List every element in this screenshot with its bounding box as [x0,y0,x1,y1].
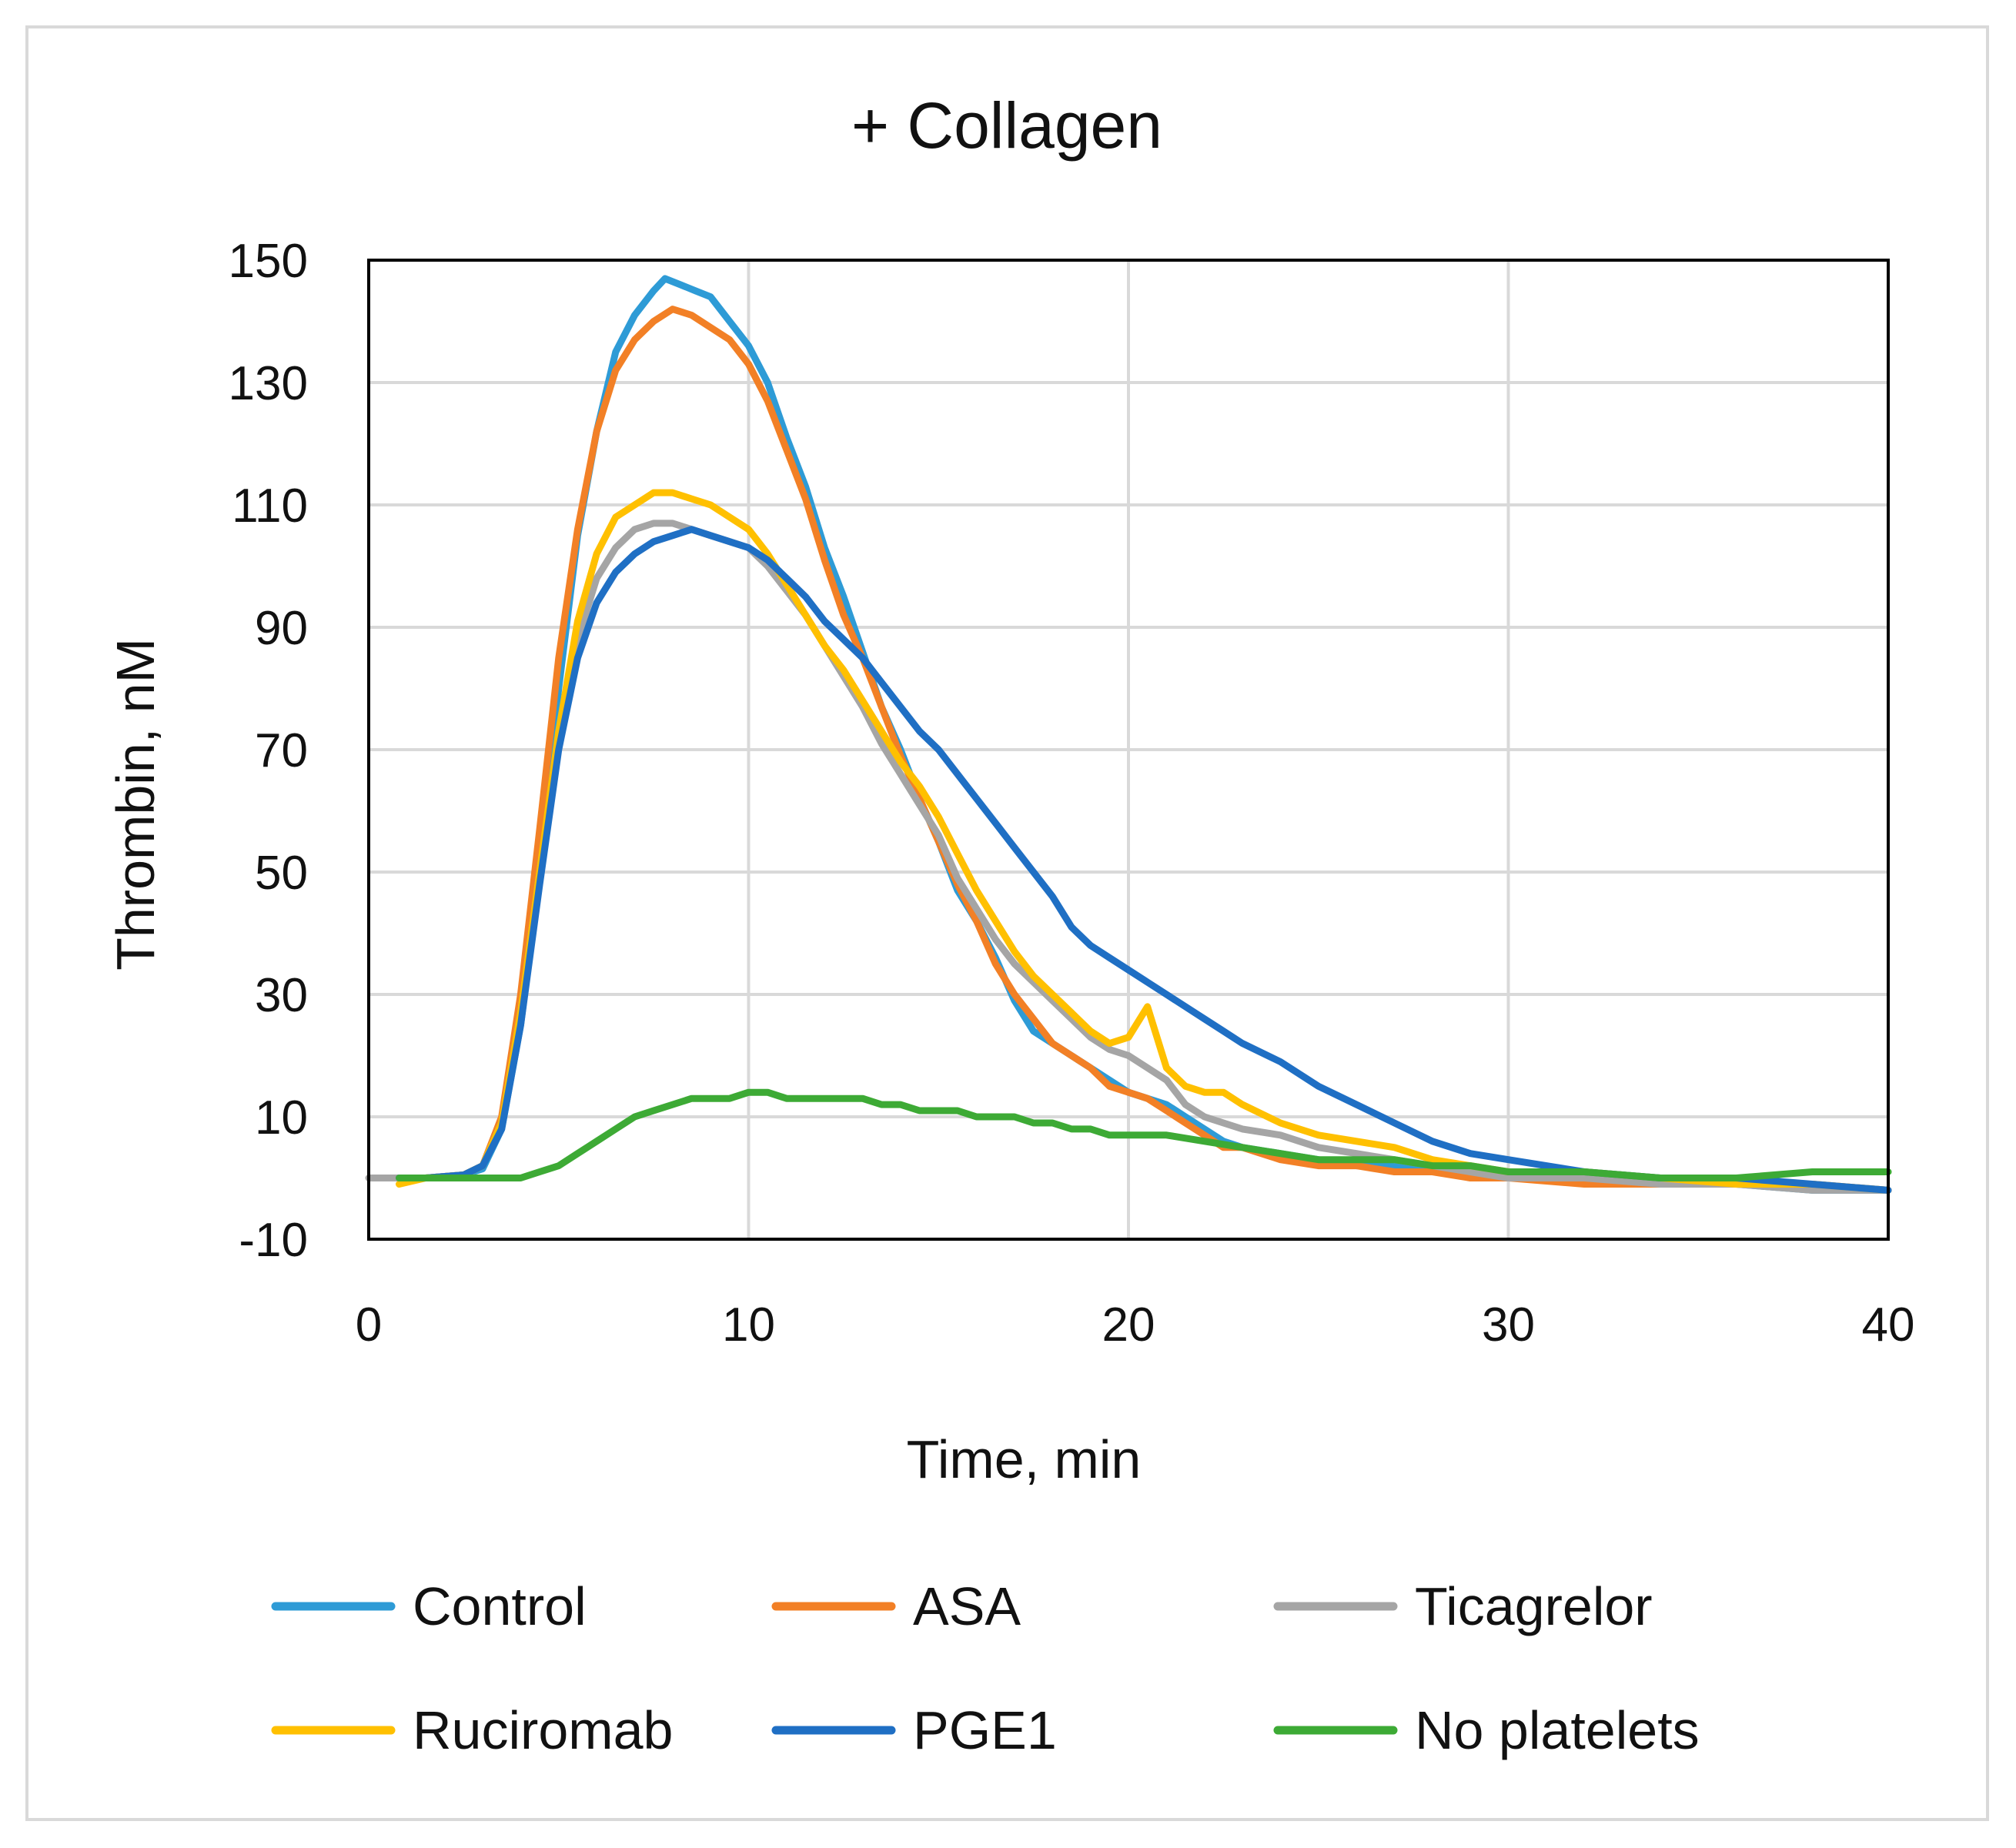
y-tick-label-6: 110 [232,480,308,533]
series-line-control [396,275,1892,1194]
y-tick-label-8: 150 [229,235,308,288]
y-tick-label-1: 10 [255,1091,308,1145]
legend: Control ASA Ticagrelor Ruciromab PGE1 No plat… [271,1576,1700,1760]
series-line-ruciromab [396,489,1892,1194]
plot-border [367,259,1890,1241]
x-tick-labels: 0 10 20 30 40 [356,1298,1915,1352]
legend-label-pge1: PGE1 [913,1700,1057,1760]
y-tick-label-5: 90 [255,602,308,655]
x-tick-label-1: 10 [722,1298,775,1352]
legend-label-no-platelets: No platelets [1415,1700,1700,1760]
x-tick-label-0: 0 [356,1298,382,1352]
legend-label-ruciromab: Ruciromab [413,1700,673,1760]
x-tick-label-2: 20 [1102,1298,1155,1352]
chart-frame [25,25,1989,1821]
y-tick-label-3: 50 [255,847,308,900]
y-tick-label-0: -10 [239,1214,308,1267]
series-line-ticagrelor [365,520,1892,1194]
y-tick-label-7: 130 [229,357,308,410]
chart-title: + Collagen [851,89,1162,162]
legend-label-ticagrelor: Ticagrelor [1415,1576,1653,1636]
legend-label-asa: ASA [913,1576,1021,1636]
x-axis-label: Time, min [907,1429,1142,1489]
series-line-pge1 [396,526,1892,1194]
y-tick-labels: -10 10 30 50 70 90 110 130 150 [229,235,308,1267]
y-tick-label-2: 30 [255,969,308,1022]
y-tick-label-4: 70 [255,724,308,777]
series-layer [365,275,1892,1194]
legend-label-control: Control [413,1576,587,1636]
x-tick-label-3: 30 [1482,1298,1535,1352]
series-line-no-platelets [396,1088,1892,1181]
x-tick-label-4: 40 [1862,1298,1915,1352]
y-axis-label: Thrombin, nM [105,638,165,971]
